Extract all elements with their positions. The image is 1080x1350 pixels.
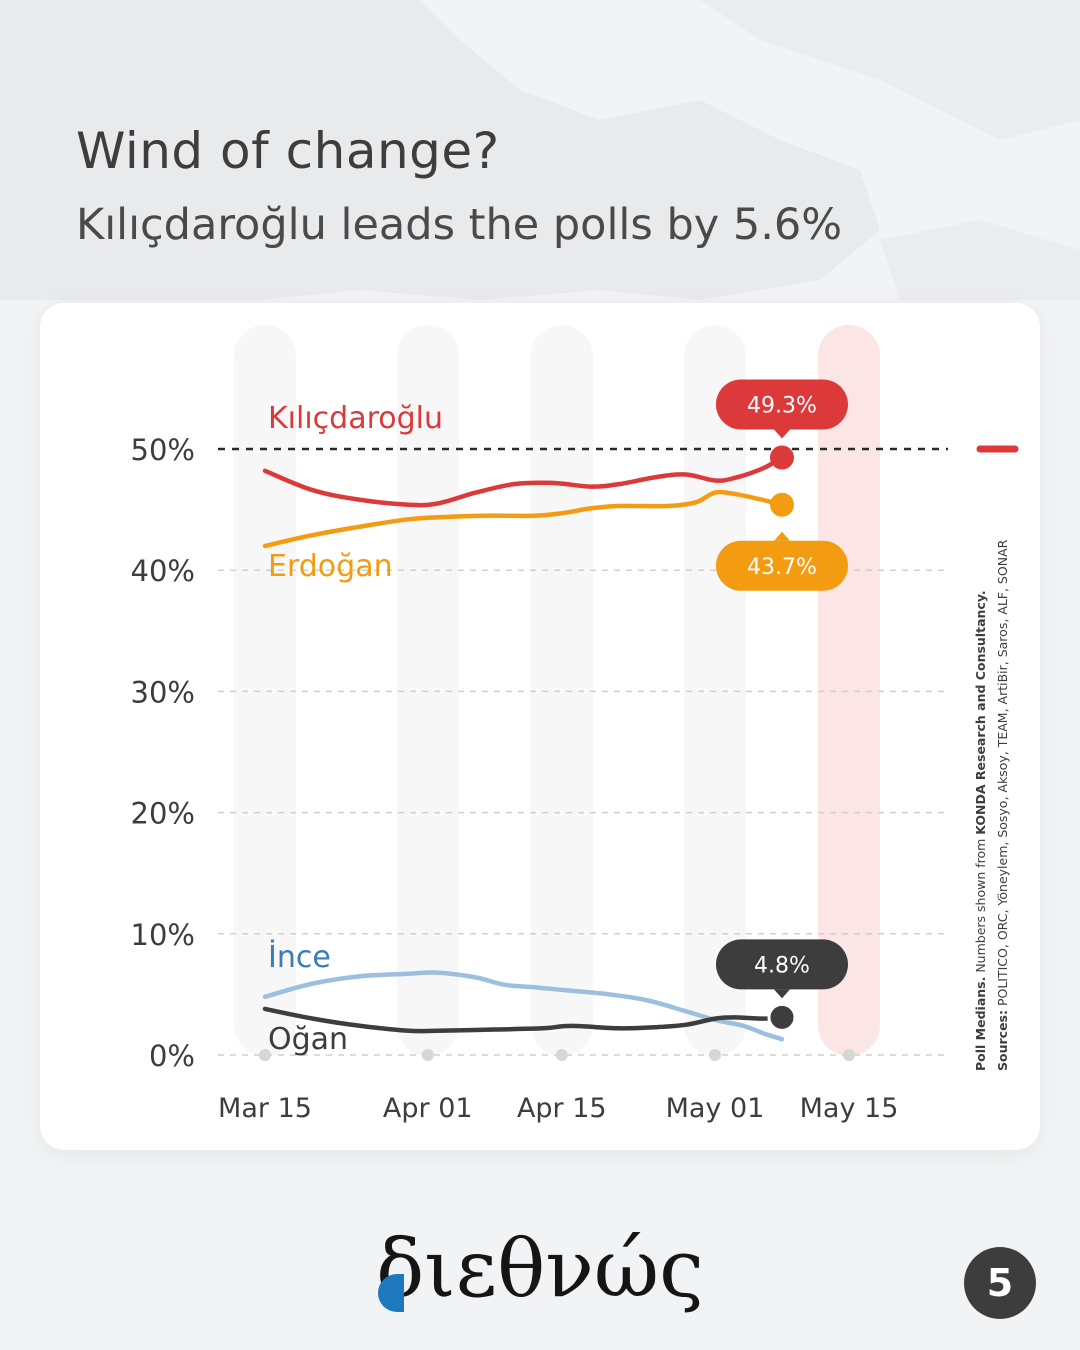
y-tick-label: 50% [131, 433, 195, 467]
source-note-line2: Sources: POLITICO, ORC, Yöneylem, Sosyo,… [995, 539, 1010, 1071]
source-note-part: Poll Medians. [973, 977, 988, 1071]
series-line [262, 970, 785, 1042]
source-note-part: POLITICO, ORC, Yöneylem, Sosyo, Aksoy, T… [995, 539, 1010, 1010]
series-line [262, 1006, 785, 1034]
kilicdaroglu-value-bubble: 49.3% [715, 379, 848, 439]
page-number-badge: 5 [964, 1247, 1036, 1319]
source-note-line1: Poll Medians. Numbers shown from KONDA R… [973, 590, 988, 1071]
column-band [530, 325, 593, 1056]
series-name-label: Kılıçdaroğlu [268, 401, 443, 436]
poll-chart: 0% 10% 20% 30% 40% 50% Mar 15 Apr 01 Apr 15 May 0… [131, 325, 1019, 1124]
chart-card: 0% 10% 20% 30% 40% 50% Mar 15 Apr 01 Apr 15 May 0… [40, 303, 1040, 1150]
value-bubble-pointer [773, 989, 790, 999]
source-note-part: KONDA Research and Consultancy. [973, 590, 988, 834]
erdogan-value-bubble: 43.7% [715, 531, 848, 591]
x-tick-label: Mar 15 [218, 1093, 312, 1124]
y-tick-label: 20% [131, 797, 195, 831]
end-marker [769, 492, 794, 517]
highlight-band [818, 325, 880, 1056]
page-subtitle: Kılıçdaroğlu leads the polls by 5.6% [76, 200, 843, 250]
x-tick-label: Apr 15 [517, 1093, 607, 1124]
source-note-part: Sources: [995, 1010, 1010, 1071]
series-name-label: Oğan [268, 1022, 348, 1057]
value-bubble-body [715, 379, 848, 430]
ogan-value-bubble: 4.8% [715, 939, 848, 999]
value-bubble-label: 4.8% [754, 953, 810, 978]
column-band [683, 325, 746, 1056]
value-bubble-label: 49.3% [747, 393, 817, 418]
y-tick-label: 0% [149, 1039, 195, 1073]
y-tick-label: 10% [131, 918, 195, 952]
page-title: Wind of change? [76, 122, 500, 180]
logo-dot-icon [378, 1274, 405, 1312]
end-marker [769, 445, 794, 470]
brand-logo: διεθνώς [0, 1222, 1080, 1315]
source-note: Poll Medians. Numbers shown from KONDA R… [973, 539, 1010, 1071]
x-tick-label: May 15 [800, 1093, 899, 1124]
end-marker [767, 1002, 797, 1032]
source-note-part: Numbers shown from [973, 835, 988, 977]
series-line [262, 455, 785, 508]
x-tick-dot [259, 1049, 271, 1061]
series-name-label: Erdoğan [268, 549, 393, 584]
x-tick-dot [843, 1049, 855, 1061]
value-bubble-pointer [773, 531, 790, 541]
x-tick-label: Apr 01 [383, 1093, 473, 1124]
x-tick-dot [708, 1049, 721, 1061]
x-tick-dot [555, 1049, 568, 1061]
series-name-label: İnce [268, 939, 331, 975]
series-line [262, 489, 785, 549]
column-band [396, 325, 459, 1056]
value-bubble-body [715, 540, 848, 591]
value-bubble-body [715, 939, 848, 990]
value-bubble-pointer [773, 429, 790, 439]
y-tick-label: 40% [131, 554, 195, 588]
x-tick-dot [421, 1049, 434, 1061]
y-tick-label: 30% [131, 675, 195, 709]
column-band [234, 325, 296, 1056]
x-tick-label: May 01 [666, 1093, 765, 1124]
value-bubble-label: 43.7% [747, 555, 817, 580]
logo-text: διεθνώς [376, 1222, 704, 1315]
